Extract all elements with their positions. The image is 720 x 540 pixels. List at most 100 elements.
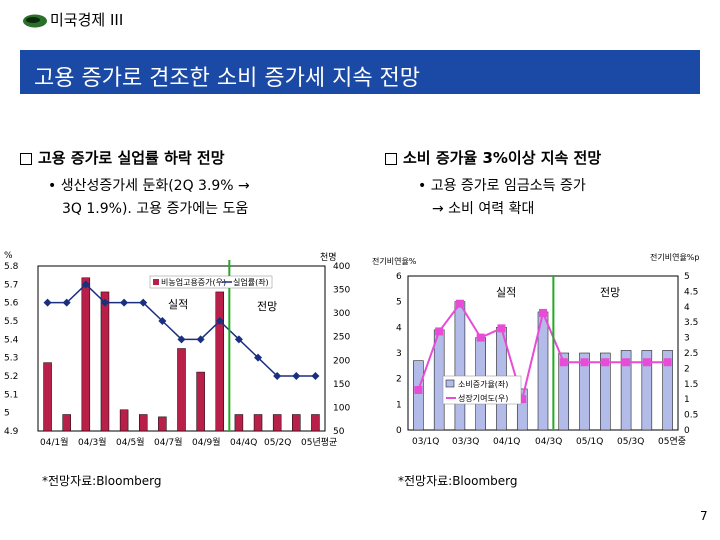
left-tick-label: 5.5 <box>4 317 18 327</box>
unemployment-marker <box>120 298 129 307</box>
unemployment-marker <box>292 372 301 380</box>
consumption-bar <box>433 329 445 431</box>
contribution-marker <box>601 358 610 367</box>
title-banner <box>20 50 700 94</box>
x-tick-label: 03/3Q <box>452 437 479 447</box>
left-tick-label: 0 <box>396 426 402 436</box>
contribution-marker <box>622 358 631 367</box>
legend-label: 성장기여도(우) <box>458 393 508 403</box>
checkbox-bullet-icon <box>20 152 32 165</box>
unemployment-marker <box>254 353 263 362</box>
x-tick-label: 04/9월 <box>192 436 221 448</box>
contribution-marker <box>455 299 464 308</box>
employment-bar <box>253 414 263 432</box>
left-tick-label: 5 <box>396 298 402 308</box>
right-tick-label: 300 <box>333 309 350 319</box>
forecast-annotation: 전망 <box>600 286 620 299</box>
right-tick-label: 200 <box>333 356 350 366</box>
right-bullet-line1: • 고용 증가로 임금소득 증가 <box>418 178 586 194</box>
left-tick-label: 5.1 <box>4 390 18 400</box>
right-tick-label: 3.5 <box>684 318 698 328</box>
logo-icon <box>23 14 47 28</box>
x-tick-label: 05년평균 <box>301 437 337 448</box>
legend-box <box>442 375 522 405</box>
unemployment-marker <box>139 298 148 307</box>
employment-bar <box>215 291 225 432</box>
x-tick-label: 04/3Q <box>535 437 562 447</box>
employment-bar <box>311 414 320 432</box>
unemployment-marker <box>43 298 52 307</box>
x-tick-label: 05/3Q <box>617 437 644 447</box>
employment-bar <box>119 409 129 432</box>
right-axis-unit: 천명 <box>320 252 337 263</box>
contribution-marker <box>663 358 672 367</box>
unemployment-marker <box>196 335 205 344</box>
right-tick-label: 400 <box>333 262 350 272</box>
left-tick-label: 5.6 <box>4 299 19 309</box>
contribution-marker <box>476 333 485 342</box>
x-tick-label: 04/1Q <box>493 437 520 447</box>
employment-bar <box>138 414 148 432</box>
unemployment-marker <box>81 280 90 289</box>
right-bullet-line2: → 소비 여력 확대 <box>432 201 535 217</box>
x-tick-label: 04/7월 <box>154 436 183 448</box>
employment-bar <box>158 416 167 432</box>
left-tick-label: 5.7 <box>4 280 18 290</box>
right-tick-label: 5 <box>684 272 690 282</box>
x-tick-label: 04/5월 <box>116 436 145 448</box>
x-tick-label: 04/4Q <box>230 438 257 448</box>
employment-chart: % 천명 5.8 5.7 5.6 5.5 5.4 5.3 5.2 5.1 5 4.9 400 350 300… <box>4 251 350 448</box>
right-tick-label: 350 <box>333 286 350 296</box>
right-tick-label: 100 <box>333 403 350 413</box>
unemployment-marker <box>311 372 320 380</box>
x-tick-label: 05연중 <box>658 436 686 447</box>
x-tick-label: 03/1Q <box>412 437 439 447</box>
employment-bar <box>177 348 186 432</box>
right-tick-label: 4.5 <box>684 287 698 297</box>
left-tick-label: 5.3 <box>4 354 18 364</box>
employment-bar <box>292 414 301 432</box>
employment-bar <box>100 291 110 432</box>
right-tick-label: 1.5 <box>684 380 698 390</box>
legend-swatch-bar <box>153 279 159 285</box>
right-tick-label: 50 <box>333 427 345 437</box>
employment-bar <box>196 371 205 432</box>
consumption-bar <box>579 352 590 431</box>
unemployment-marker <box>234 335 243 344</box>
legend-label: 비농업고용증가(우) <box>161 278 226 287</box>
consumption-bar <box>454 301 466 431</box>
consumption-bar <box>516 388 528 431</box>
unemployment-marker <box>215 317 224 325</box>
right-tick-label: 3 <box>684 334 690 344</box>
left-tick-label: 6 <box>396 272 402 282</box>
left-tick-label: 4.9 <box>4 427 19 437</box>
left-bullet-line1: • 생산성증가세 둔화(2Q 3.9% → <box>48 178 250 194</box>
right-tick-label: 2.5 <box>684 349 698 359</box>
actual-annotation: 실적 <box>168 298 188 311</box>
consumption-bar <box>558 352 570 431</box>
left-heading: 고용 증가로 실업률 하락 전망 <box>20 147 225 168</box>
left-axis-unit: % <box>4 251 13 261</box>
legend-label: 실업률(좌) <box>233 277 269 287</box>
contribution-marker <box>642 358 651 367</box>
unemployment-marker <box>273 372 282 380</box>
right-tick-label: 0 <box>684 426 690 436</box>
contribution-marker <box>559 358 568 367</box>
consumption-bar <box>641 350 653 431</box>
contribution-marker <box>518 395 527 404</box>
right-tick-label: 150 <box>333 380 350 390</box>
contribution-marker <box>435 327 444 336</box>
legend-label: 소비증가율(좌) <box>458 380 508 389</box>
left-tick-label: 2 <box>396 375 402 385</box>
unemployment-marker <box>177 335 186 344</box>
x-tick-label: 04/3월 <box>78 436 107 448</box>
left-tick-label: 5.4 <box>4 335 19 345</box>
right-tick-label: 0.5 <box>684 411 698 421</box>
right-tick-label: 1 <box>684 395 690 405</box>
employment-bar <box>43 362 52 432</box>
consumption-chart: 전기비연율% 전기비연율%p 6 5 4 3 2 1 0 5 4.5 4 3.5 3 2.5 2 1.5 1 0.5… <box>372 252 699 447</box>
unemployment-marker <box>62 298 71 307</box>
legend-box <box>149 275 273 289</box>
contribution-marker <box>580 358 589 367</box>
section-label: 미국경제 III <box>50 11 124 29</box>
